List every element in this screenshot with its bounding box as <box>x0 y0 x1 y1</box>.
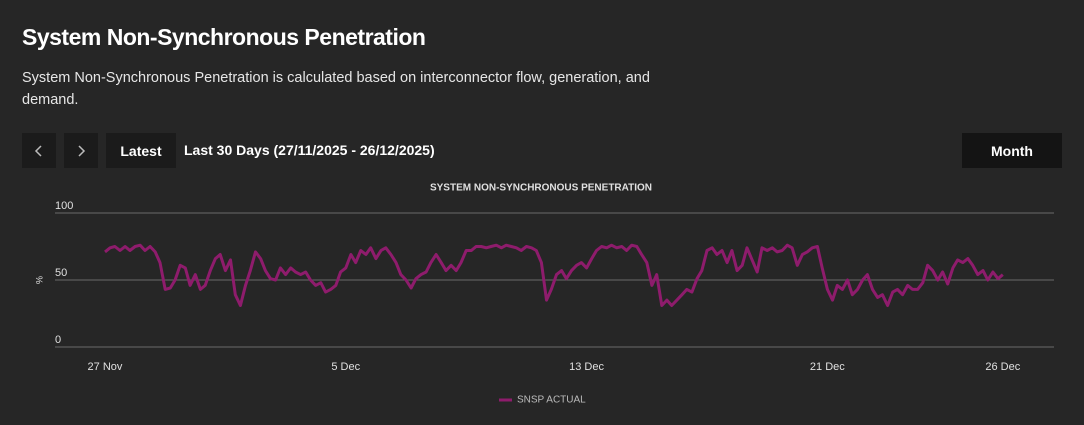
x-tick-label: 27 Nov <box>88 361 123 373</box>
chevron-left <box>34 144 42 157</box>
legend-label: SNSP ACTUAL <box>517 395 586 406</box>
latest-button[interactable]: Latest <box>106 133 176 168</box>
y-tick-label: 0 <box>55 334 61 346</box>
chart-title: SYSTEM NON-SYNCHRONOUS PENETRATION <box>430 183 652 194</box>
chevron-right <box>78 144 86 157</box>
y-axis-label: % <box>34 276 44 284</box>
x-tick-label: 5 Dec <box>331 361 360 373</box>
page-title: System Non-Synchronous Penetration <box>22 24 426 50</box>
description: System Non-Synchronous Penetration is ca… <box>22 70 650 108</box>
y-tick-label: 50 <box>55 267 67 279</box>
data-line <box>104 243 1004 307</box>
x-tick-label: 13 Dec <box>569 361 604 373</box>
next-button[interactable] <box>64 133 98 168</box>
prev-button[interactable] <box>22 133 56 168</box>
chart: SYSTEM NON-SYNCHRONOUS PENETRATION % 0 50… <box>34 183 1054 406</box>
month-button[interactable]: Month <box>962 133 1062 168</box>
date-range: Last 30 Days (27/11/2025 - 26/12/2025) <box>184 142 435 158</box>
y-tick-label: 100 <box>55 200 73 212</box>
x-tick-label: 21 Dec <box>810 361 845 373</box>
x-tick-label: 26 Dec <box>985 361 1020 373</box>
